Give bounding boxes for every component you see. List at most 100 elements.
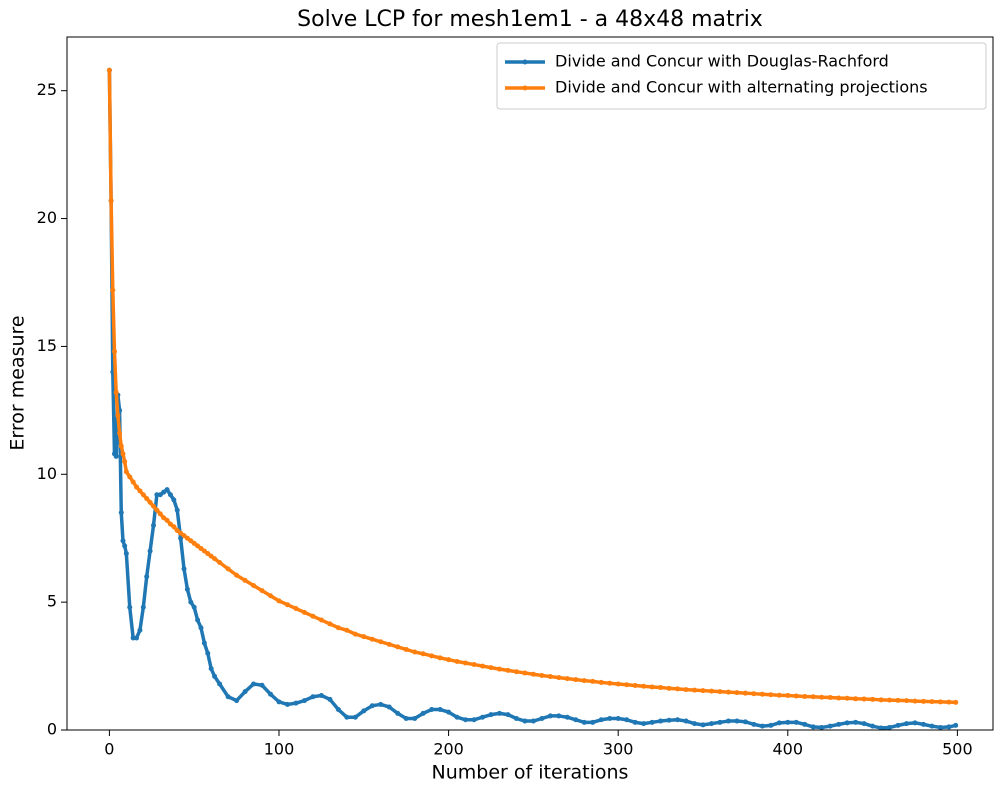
- point: [658, 718, 664, 724]
- point: [251, 681, 257, 687]
- point: [268, 691, 274, 697]
- point: [161, 489, 167, 495]
- point: [819, 694, 825, 700]
- point: [181, 566, 187, 572]
- point: [106, 67, 112, 73]
- point: [573, 717, 579, 723]
- point: [378, 701, 384, 707]
- point: [225, 694, 231, 700]
- point: [429, 653, 435, 659]
- x-tick-label: 0: [104, 740, 114, 759]
- point: [810, 724, 816, 730]
- point: [776, 720, 782, 726]
- point: [488, 665, 494, 671]
- point: [198, 545, 204, 551]
- point: [293, 700, 299, 706]
- point: [225, 566, 231, 572]
- point: [632, 683, 638, 689]
- point: [725, 689, 731, 695]
- point: [836, 721, 842, 727]
- point: [171, 524, 177, 530]
- point: [946, 699, 952, 705]
- legend-marker: [522, 85, 528, 91]
- plot-area: [106, 67, 959, 731]
- point: [212, 673, 218, 679]
- point: [251, 583, 257, 589]
- point: [683, 687, 689, 693]
- point: [120, 538, 126, 544]
- point: [717, 719, 723, 725]
- y-axis-label: Error measure: [7, 315, 29, 450]
- point: [920, 721, 926, 727]
- axes-frame: [66, 36, 994, 731]
- point: [181, 533, 187, 539]
- point: [912, 698, 918, 704]
- x-tick-label: 500: [942, 740, 973, 759]
- point: [480, 714, 486, 720]
- point: [108, 198, 114, 204]
- point: [301, 698, 307, 704]
- point: [327, 621, 333, 627]
- point: [937, 699, 943, 705]
- point: [895, 697, 901, 703]
- point: [598, 679, 604, 685]
- point: [505, 667, 511, 673]
- point: [122, 543, 128, 549]
- point: [547, 674, 553, 680]
- point: [683, 718, 689, 724]
- point: [895, 722, 901, 728]
- point: [140, 604, 146, 610]
- point: [437, 655, 443, 661]
- point: [463, 660, 469, 666]
- point: [301, 609, 307, 615]
- point: [369, 703, 375, 709]
- point: [118, 443, 124, 449]
- point: [150, 522, 156, 528]
- point: [259, 588, 265, 594]
- point: [793, 719, 799, 725]
- point: [496, 710, 502, 716]
- point: [463, 717, 469, 723]
- point: [641, 721, 647, 727]
- point: [115, 412, 121, 418]
- point: [318, 692, 324, 698]
- point: [734, 690, 740, 696]
- point: [522, 718, 528, 724]
- point: [369, 636, 375, 642]
- point: [446, 657, 452, 663]
- point: [195, 543, 201, 549]
- point: [310, 694, 316, 700]
- point: [191, 604, 197, 610]
- x-tick-label: 100: [264, 740, 295, 759]
- point: [844, 695, 850, 701]
- point: [234, 572, 240, 578]
- point: [666, 685, 672, 691]
- point: [581, 678, 587, 684]
- point: [144, 496, 150, 502]
- point: [205, 551, 211, 557]
- legend-label: Divide and Concur with alternating proje…: [555, 78, 928, 97]
- point: [284, 701, 290, 707]
- point: [802, 694, 808, 700]
- point: [147, 548, 153, 554]
- point: [161, 515, 167, 521]
- point: [513, 715, 519, 721]
- point: [157, 492, 163, 498]
- point: [117, 430, 123, 436]
- point: [590, 678, 596, 684]
- point: [403, 715, 409, 721]
- point: [675, 686, 681, 692]
- point: [195, 617, 201, 623]
- point: [853, 719, 859, 725]
- point: [632, 719, 638, 725]
- point: [446, 709, 452, 715]
- series-line: [107, 70, 957, 730]
- point: [259, 682, 265, 688]
- point: [118, 510, 124, 516]
- point: [164, 517, 170, 523]
- point: [471, 662, 477, 668]
- point: [785, 719, 791, 725]
- point: [122, 458, 128, 464]
- point: [530, 718, 536, 724]
